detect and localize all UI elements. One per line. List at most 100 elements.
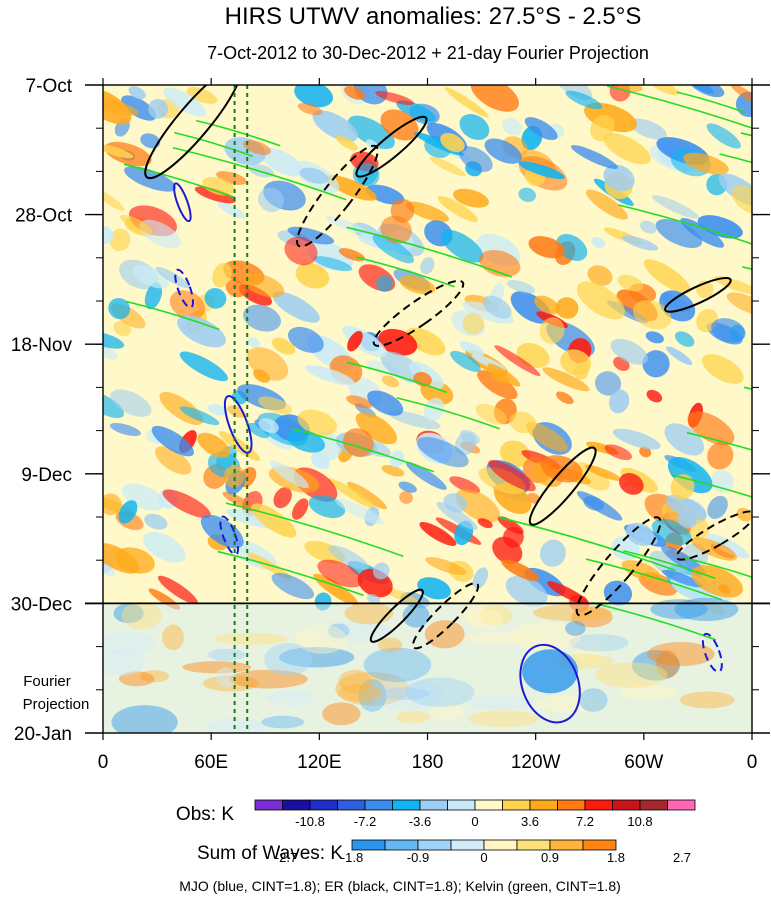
anomaly-patch bbox=[643, 259, 691, 294]
colorbar-level-label: -1.8 bbox=[341, 850, 363, 865]
anomaly-patch bbox=[525, 422, 568, 452]
anomaly-patch bbox=[405, 327, 446, 356]
anomaly-patch bbox=[179, 351, 228, 382]
anomaly-patch bbox=[202, 177, 236, 196]
anomaly-patch bbox=[612, 428, 661, 450]
projection-patch bbox=[206, 717, 266, 733]
projection-patch bbox=[328, 623, 350, 639]
anomaly-patch bbox=[380, 215, 412, 244]
anomaly-patch bbox=[440, 229, 484, 263]
anomaly-patch bbox=[355, 412, 398, 445]
anomaly-patch bbox=[440, 132, 465, 153]
anomaly-patch bbox=[378, 328, 418, 356]
colorbar-swatch bbox=[516, 839, 551, 851]
er-contour bbox=[411, 582, 480, 650]
anomaly-patch bbox=[501, 559, 540, 582]
anomaly-patch bbox=[186, 87, 218, 104]
anomaly-patch bbox=[603, 580, 633, 606]
y-tick-label: 30-Dec bbox=[11, 594, 72, 615]
anomaly-patch bbox=[103, 564, 115, 577]
anomaly-patch bbox=[444, 87, 489, 118]
anomaly-patch bbox=[649, 550, 686, 578]
colorbar-swatch bbox=[529, 799, 558, 811]
x-tick-label: 0 bbox=[747, 752, 758, 773]
projection-patch bbox=[261, 715, 305, 729]
colorbar-level-label: 0 bbox=[480, 850, 487, 865]
anomaly-patch bbox=[347, 330, 363, 352]
anomaly-patch bbox=[376, 275, 393, 292]
projection-patch bbox=[118, 671, 155, 687]
colorbar-swatch bbox=[337, 799, 366, 811]
er-contour bbox=[144, 85, 243, 180]
kelvin-contour bbox=[686, 431, 752, 451]
anomaly-patch bbox=[697, 215, 743, 239]
colorbar-swatch bbox=[557, 799, 586, 811]
y-tick-label: 7-Oct bbox=[26, 76, 73, 97]
anomaly-patch bbox=[258, 187, 284, 213]
anomaly-patch bbox=[711, 318, 746, 343]
kelvin-contour bbox=[225, 502, 404, 558]
anomaly-patch bbox=[273, 487, 292, 509]
colorbar-swatch bbox=[351, 839, 386, 851]
anomaly-patch bbox=[619, 472, 644, 495]
anomaly-patch bbox=[406, 462, 447, 490]
anomaly-patch bbox=[661, 569, 703, 588]
x-tick-label: 180 bbox=[412, 752, 444, 773]
colorbar-swatch bbox=[364, 799, 393, 811]
kelvin-contour bbox=[592, 602, 716, 641]
anomaly-patch bbox=[109, 422, 141, 437]
projection-patch bbox=[565, 620, 586, 636]
projection-patch bbox=[295, 624, 347, 654]
er-contour bbox=[372, 279, 465, 347]
y-tick-label: 9-Dec bbox=[21, 465, 72, 486]
projection-patch bbox=[121, 601, 163, 630]
anomaly-patch bbox=[666, 346, 693, 365]
projection-patch bbox=[522, 649, 579, 694]
anomaly-patch bbox=[257, 396, 293, 415]
anomaly-patch bbox=[118, 500, 138, 524]
anomaly-patch bbox=[553, 85, 593, 101]
colorbar-swatch bbox=[639, 799, 668, 811]
kelvin-contour bbox=[676, 91, 745, 114]
anomaly-patch bbox=[680, 217, 725, 248]
anomaly-patch bbox=[103, 144, 134, 159]
kelvin-contour bbox=[742, 266, 752, 271]
projection-patch bbox=[344, 602, 394, 625]
anomaly-patch bbox=[714, 276, 752, 295]
chart-subtitle: 7-Oct-2012 to 30-Dec-2012 + 21-day Fouri… bbox=[207, 43, 649, 63]
projection-patch bbox=[468, 710, 540, 728]
anomaly-patch bbox=[555, 297, 579, 319]
anomaly-patch bbox=[375, 91, 415, 105]
anomaly-patch bbox=[163, 87, 207, 117]
projection-patch bbox=[646, 642, 715, 667]
kelvin-contour bbox=[396, 397, 500, 430]
colorbar-swatch bbox=[582, 839, 617, 851]
kelvin-contour bbox=[346, 361, 448, 394]
anomaly-patch bbox=[304, 540, 346, 564]
anomaly-patch bbox=[677, 512, 697, 529]
anomaly-patch bbox=[272, 291, 320, 323]
anomaly-patch bbox=[420, 256, 435, 275]
kelvin-contour bbox=[355, 256, 455, 288]
anomaly-patch bbox=[609, 389, 630, 414]
anomaly-patch bbox=[217, 202, 246, 219]
anomaly-patch bbox=[154, 446, 192, 475]
anomaly-patch bbox=[381, 464, 405, 477]
anomaly-patch bbox=[726, 292, 752, 316]
projection-patch bbox=[229, 669, 308, 689]
x-tick-label: 0 bbox=[98, 752, 109, 773]
anomaly-patch bbox=[334, 498, 384, 525]
anomaly-patch bbox=[344, 86, 365, 100]
projection-patch bbox=[467, 695, 534, 710]
anomaly-patch bbox=[103, 187, 125, 211]
projection-patch bbox=[162, 624, 184, 651]
projection-patch bbox=[316, 620, 394, 643]
anomaly-patch bbox=[509, 411, 537, 434]
anomaly-patch bbox=[381, 375, 399, 388]
anomaly-patch bbox=[459, 341, 485, 356]
colorbar-swatch bbox=[584, 799, 613, 811]
projection-patch bbox=[111, 705, 178, 733]
anomaly-patch bbox=[148, 98, 169, 119]
anomaly-patch bbox=[642, 350, 670, 378]
anomaly-patch bbox=[396, 100, 436, 122]
